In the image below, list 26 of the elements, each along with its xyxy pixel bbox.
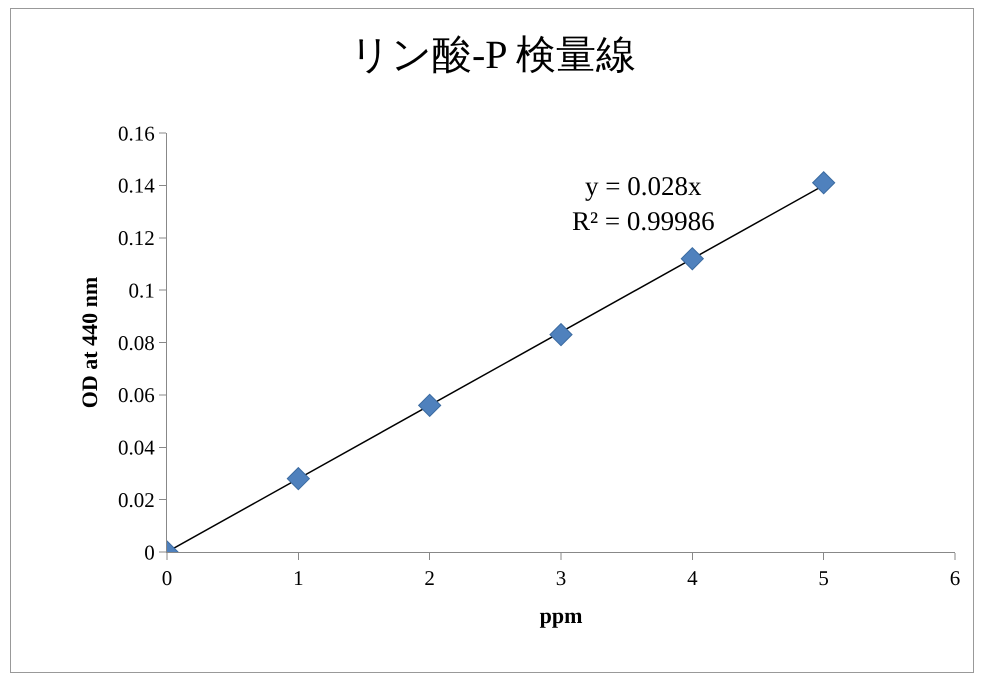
x-tick-label: 6: [950, 566, 960, 590]
x-tick-label: 0: [162, 566, 172, 590]
x-tick-label: 4: [687, 566, 698, 590]
chart-title: リン酸-P 検量線: [350, 32, 636, 77]
point: [549, 323, 573, 346]
y-tick-label: 0: [144, 540, 155, 564]
y-tick-label: 0.16: [118, 121, 155, 146]
y-tick-label: 0.02: [118, 488, 155, 512]
point: [680, 247, 704, 270]
y-tick-label: 0.12: [118, 226, 155, 250]
point: [812, 171, 836, 194]
y-tick-label: 0.1: [128, 278, 155, 302]
annotation: R² = 0.99986: [572, 206, 715, 236]
annotation: y = 0.028x: [585, 171, 702, 201]
y-tick-label: 0.14: [118, 174, 156, 198]
y-tick-label: 0.04: [118, 436, 156, 460]
y-tick-label: 0.06: [118, 383, 155, 408]
x-axis-title: ppm: [540, 603, 582, 628]
y-tick-label: 0.08: [118, 330, 155, 355]
y-axis-title: OD at 440 nm: [76, 276, 102, 408]
point: [286, 467, 310, 490]
point: [418, 394, 442, 417]
x-tick-label: 1: [293, 566, 304, 590]
x-tick-label: 3: [556, 566, 566, 590]
x-tick-label: 5: [818, 566, 829, 590]
x-tick-label: 2: [424, 566, 435, 590]
